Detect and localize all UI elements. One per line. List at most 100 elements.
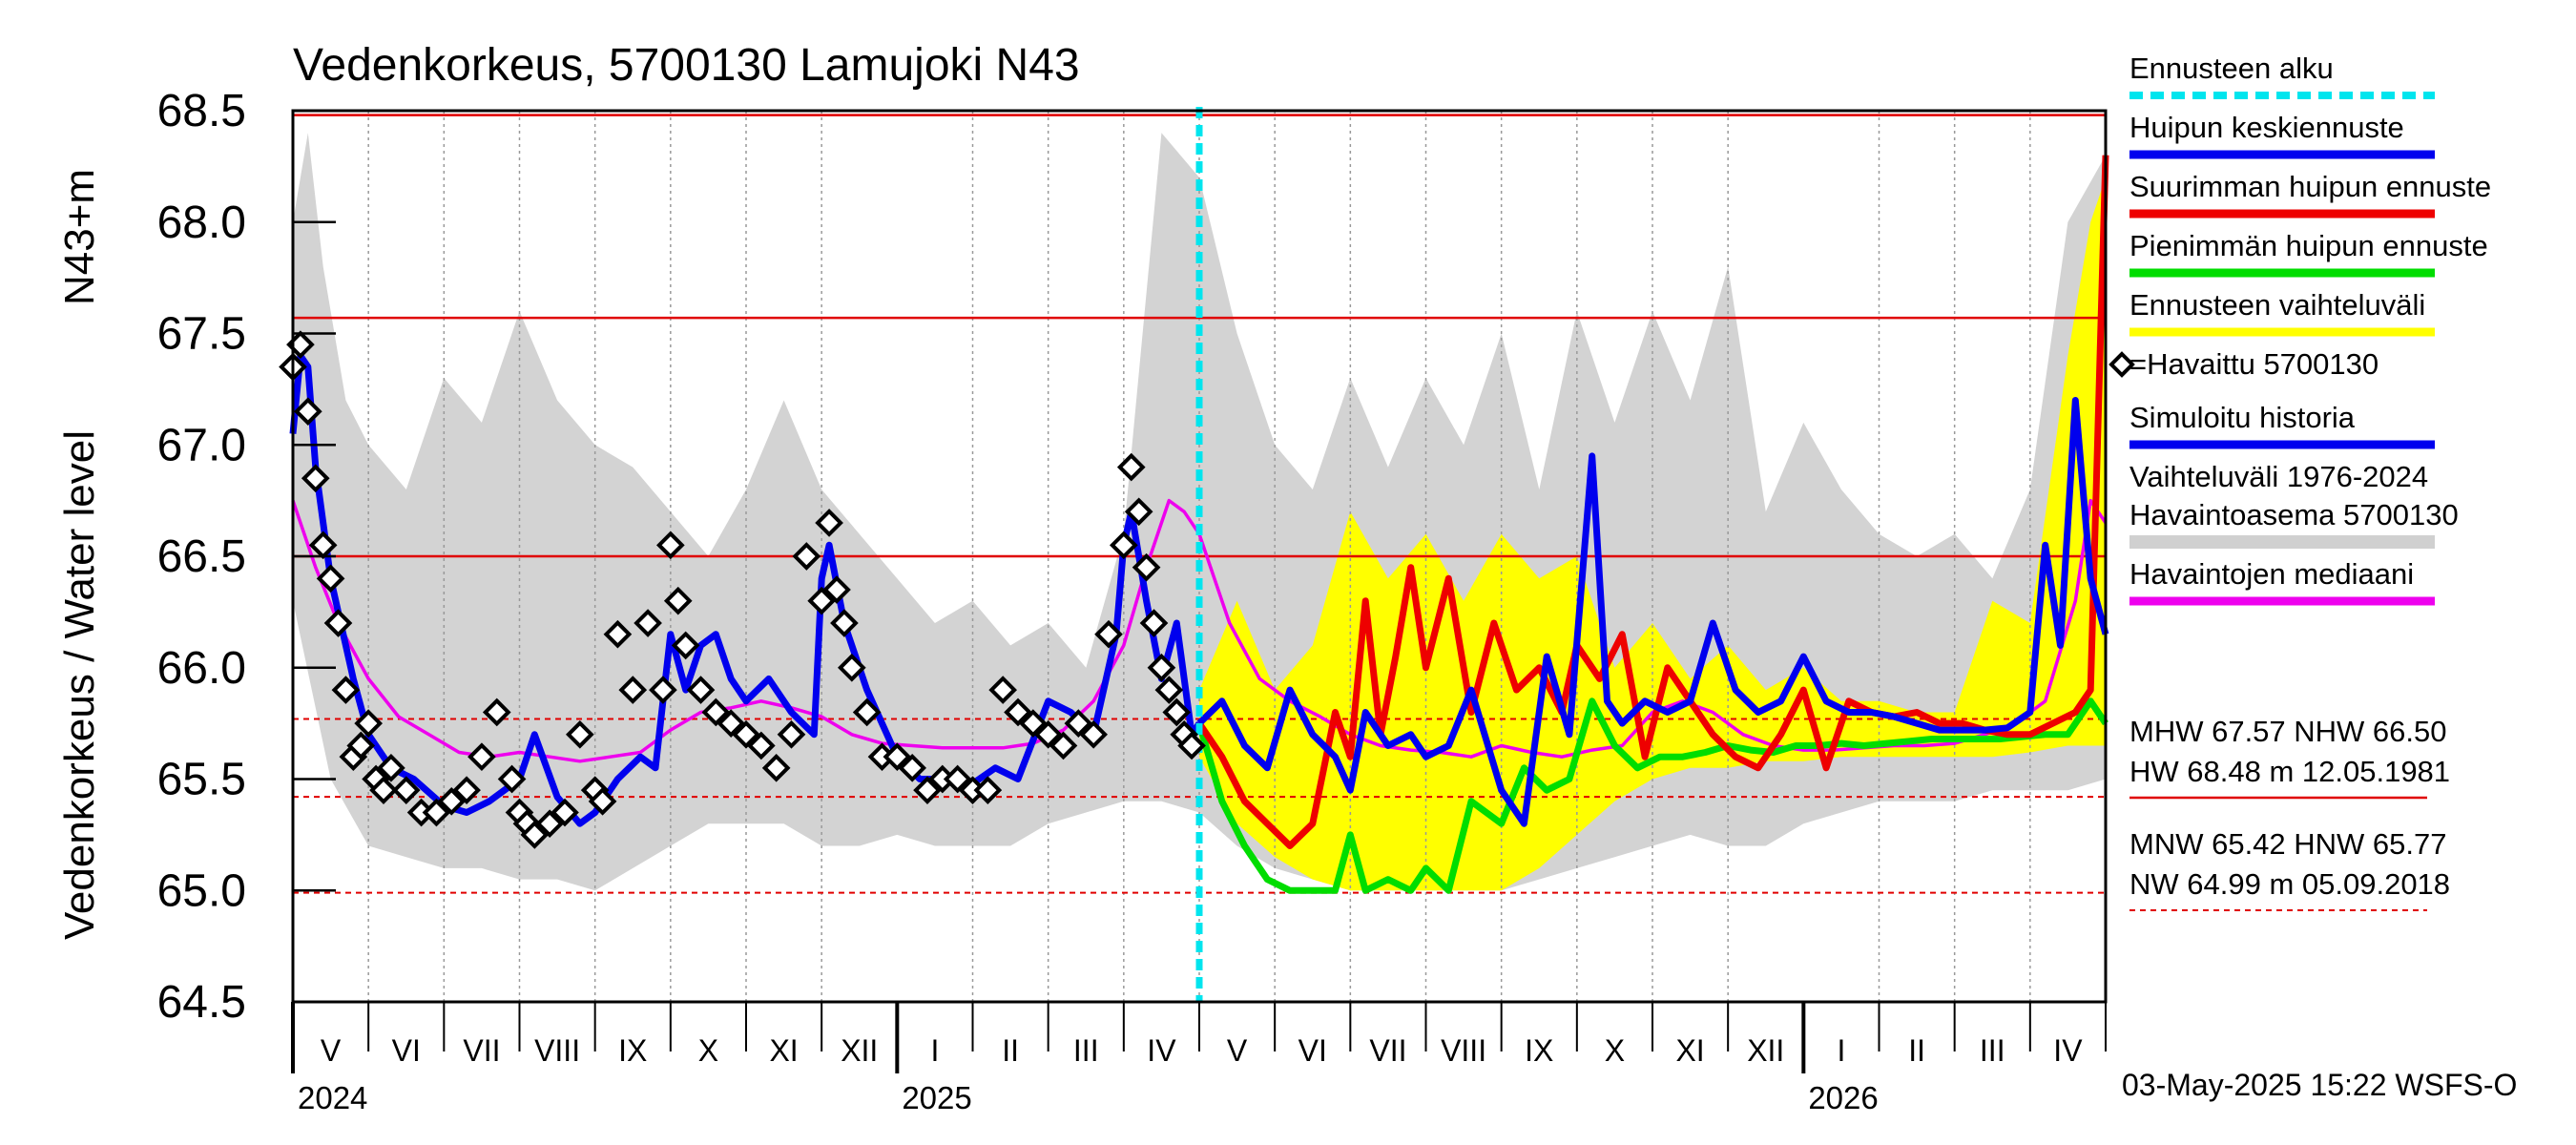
- month-label: IX: [1525, 1033, 1553, 1068]
- observed-point: [822, 575, 851, 604]
- observed-point: [497, 764, 527, 794]
- observed-point: [467, 742, 496, 771]
- y-axis-label-left: Vedenkorkeus / Water level: [56, 430, 103, 940]
- y-axis-label-right: N43+m: [56, 169, 103, 305]
- month-label: I: [930, 1033, 939, 1068]
- observed-point: [1116, 452, 1146, 482]
- month-label: IX: [618, 1033, 647, 1068]
- observed-point: [377, 753, 405, 782]
- observed-point: [1177, 731, 1206, 760]
- observed-point: [761, 753, 791, 782]
- month-label: X: [698, 1033, 718, 1068]
- footer-timestamp: 03-May-2025 15:22 WSFS-O: [2122, 1068, 2517, 1102]
- observed-point: [1019, 709, 1048, 738]
- observed-point: [354, 709, 383, 738]
- observed-point: [732, 719, 760, 749]
- observed-point: [1033, 719, 1063, 749]
- month-label: VII: [1369, 1033, 1406, 1068]
- legend-label: Vaihteluväli 1976-2024: [2129, 460, 2428, 493]
- observed-point: [988, 676, 1017, 704]
- month-label: IV: [1147, 1033, 1176, 1068]
- series-lines: [289, 107, 2109, 1002]
- observed-point: [1147, 653, 1176, 682]
- observed-point: [566, 719, 594, 749]
- observed-point: [656, 531, 685, 560]
- y-tick-label: 65.0: [157, 865, 246, 916]
- observed-point: [1049, 731, 1078, 760]
- observed-point: [346, 731, 376, 760]
- observed-point: [391, 776, 421, 805]
- y-tick-label: 67.5: [157, 309, 246, 360]
- y-tick-label: 67.0: [157, 420, 246, 470]
- legend-label: Huipun keskiennuste: [2129, 111, 2404, 144]
- legend-label: Havaintojen mediaani: [2129, 557, 2414, 591]
- month-label: VI: [392, 1033, 421, 1068]
- month-label: VIII: [1441, 1033, 1486, 1068]
- month-label: XII: [841, 1033, 878, 1068]
- observed-point: [618, 676, 648, 704]
- observed-point: [838, 653, 866, 682]
- series-huipun-keskiennuste: [1196, 397, 2109, 827]
- observed-point: [663, 586, 693, 615]
- month-label: X: [1605, 1033, 1625, 1068]
- stats-line: MNW 65.42 HNW 65.77: [2129, 827, 2447, 861]
- year-label: 2026: [1808, 1080, 1878, 1115]
- month-label: XI: [769, 1033, 798, 1068]
- series-pienimm-n-huipun-ennuste: [1195, 697, 2109, 894]
- observed-point: [717, 709, 745, 738]
- observed-point: [482, 697, 511, 727]
- legend: Ennusteen alku Huipun keskiennuste Suurimm…: [2109, 52, 2491, 606]
- observed-point: [520, 821, 550, 849]
- year-label: 2025: [902, 1080, 971, 1115]
- observed-point: [323, 609, 353, 637]
- stats-line: NW 64.99 m 05.09.2018: [2129, 867, 2450, 901]
- observed-point: [913, 776, 942, 805]
- observed-point: [815, 509, 843, 537]
- stats-line: HW 68.48 m 12.05.1981: [2129, 755, 2450, 788]
- month-label: II: [1002, 1033, 1019, 1068]
- y-tick-label: 68.5: [157, 86, 246, 136]
- observed-point: [1110, 531, 1138, 560]
- observed-point: [301, 464, 330, 493]
- month-label: VIII: [534, 1033, 580, 1068]
- month-label: VII: [463, 1033, 500, 1068]
- observed-point: [777, 719, 806, 749]
- month-label: V: [1227, 1033, 1248, 1068]
- legend-label: Ennusteen alku: [2129, 52, 2334, 85]
- year-label: 2024: [298, 1080, 367, 1115]
- observed-point: [747, 731, 776, 760]
- observed-point: [649, 676, 677, 704]
- legend-label: Havaintoasema 5700130: [2129, 498, 2459, 531]
- observed-point: [452, 776, 481, 805]
- month-label: II: [1908, 1033, 1925, 1068]
- legend-label: Pienimmän huipun ennuste: [2129, 229, 2488, 262]
- month-label: III: [1073, 1033, 1099, 1068]
- month-label: III: [1980, 1033, 2005, 1068]
- observed-point: [1064, 709, 1093, 738]
- y-tick-label: 66.5: [157, 531, 246, 582]
- observed-point: [1079, 719, 1108, 749]
- month-label: XI: [1675, 1033, 1704, 1068]
- month-label: V: [321, 1033, 342, 1068]
- observed-point: [422, 798, 451, 827]
- observed-point: [1004, 697, 1032, 727]
- observed-point: [588, 787, 617, 816]
- series-suurimman-huipun-ennuste: [1196, 155, 2109, 849]
- month-label: XII: [1747, 1033, 1784, 1068]
- month-label: IV: [2053, 1033, 2083, 1068]
- y-tick-label: 64.5: [157, 977, 246, 1028]
- chart-title: Vedenkorkeus, 5700130 Lamujoki N43: [293, 40, 1080, 91]
- observed-point: [1132, 552, 1161, 582]
- observed-point: [369, 776, 398, 805]
- observed-point: [1139, 609, 1169, 637]
- grid-lines: [367, 111, 2031, 1002]
- legend-label: =Havaittu 5700130: [2129, 347, 2379, 381]
- observed-point: [852, 697, 882, 727]
- observed-point: [1094, 619, 1123, 649]
- observed-point: [883, 742, 912, 771]
- axes: 68.568.067.567.066.566.065.565.064.5V VI V…: [157, 86, 2108, 1115]
- observed-point: [701, 697, 731, 727]
- observed-point: [671, 631, 700, 660]
- observed-point: [830, 609, 859, 637]
